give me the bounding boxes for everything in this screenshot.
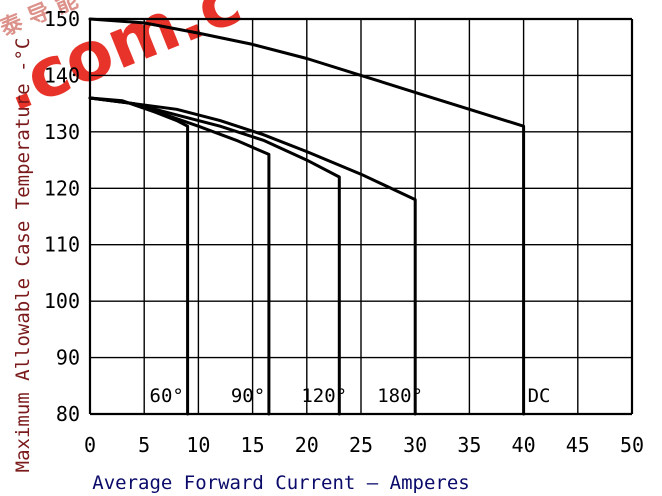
x-tick-label: 35 bbox=[457, 433, 481, 457]
x-tick-label: 0 bbox=[84, 433, 96, 457]
series-label: 90° bbox=[231, 385, 265, 407]
series-label: 120° bbox=[301, 385, 347, 407]
x-tick-label: 40 bbox=[512, 433, 536, 457]
x-tick-label: 5 bbox=[138, 433, 150, 457]
series-label: DC bbox=[528, 385, 551, 407]
series-line bbox=[88, 96, 341, 416]
x-axis-title: Average Forward Current — Amperes bbox=[92, 472, 470, 494]
x-tick-label: 25 bbox=[349, 433, 373, 457]
y-tick-label: 100 bbox=[44, 289, 80, 313]
series-line bbox=[88, 96, 271, 416]
y-tick-label: 140 bbox=[44, 63, 80, 87]
x-tick-label: 30 bbox=[403, 433, 427, 457]
y-axis-title: Maximum Allowable Case Temperature -°C bbox=[12, 38, 34, 473]
y-tick-label: 120 bbox=[44, 176, 80, 200]
y-tick-label: 80 bbox=[56, 402, 80, 426]
series-line bbox=[88, 96, 190, 416]
x-tick-label: 45 bbox=[566, 433, 590, 457]
series-label: 180° bbox=[377, 385, 423, 407]
series-label: 60° bbox=[150, 385, 184, 407]
x-tick-label: 50 bbox=[620, 433, 644, 457]
x-tick-label: 15 bbox=[241, 433, 265, 457]
y-tick-label: 110 bbox=[44, 233, 80, 257]
y-tick-label: 150 bbox=[44, 7, 80, 31]
y-tick-label: 90 bbox=[56, 346, 80, 370]
y-tick-labels: 80 90 100 110 120 130 140 150 bbox=[44, 7, 80, 426]
grid bbox=[88, 17, 634, 416]
series-line bbox=[88, 17, 526, 416]
x-tick-label: 10 bbox=[186, 433, 210, 457]
x-tick-labels: 0 5 10 15 20 25 30 35 40 45 50 bbox=[84, 433, 644, 457]
x-tick-label: 20 bbox=[295, 433, 319, 457]
series-labels: 60° 90° 120° 180° DC bbox=[150, 385, 551, 407]
series-curves bbox=[88, 17, 526, 416]
y-tick-label: 130 bbox=[44, 120, 80, 144]
series-line bbox=[88, 96, 417, 416]
